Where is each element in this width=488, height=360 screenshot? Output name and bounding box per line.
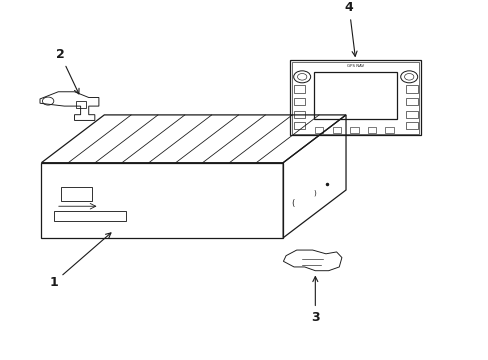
Text: GPS NAV: GPS NAV — [346, 64, 364, 68]
Bar — [349, 127, 358, 133]
Text: ): ) — [313, 189, 315, 196]
Text: (: ( — [290, 199, 294, 208]
Text: 3: 3 — [310, 276, 319, 324]
Bar — [292, 62, 418, 134]
Text: 4: 4 — [344, 1, 356, 56]
Bar — [332, 127, 340, 133]
Text: 1: 1 — [49, 233, 111, 289]
Bar — [405, 85, 417, 93]
Bar — [61, 188, 92, 201]
Bar — [385, 127, 393, 133]
Bar — [405, 122, 417, 129]
Bar — [293, 85, 305, 93]
Bar — [293, 122, 305, 129]
Text: 2: 2 — [56, 48, 79, 94]
Bar — [405, 98, 417, 105]
Bar — [367, 127, 375, 133]
Bar — [290, 60, 420, 135]
Bar — [76, 101, 86, 108]
Bar — [314, 127, 323, 133]
Bar — [293, 111, 305, 118]
Bar — [53, 211, 126, 221]
Bar — [313, 72, 397, 119]
Bar — [293, 98, 305, 105]
Bar — [405, 111, 417, 118]
